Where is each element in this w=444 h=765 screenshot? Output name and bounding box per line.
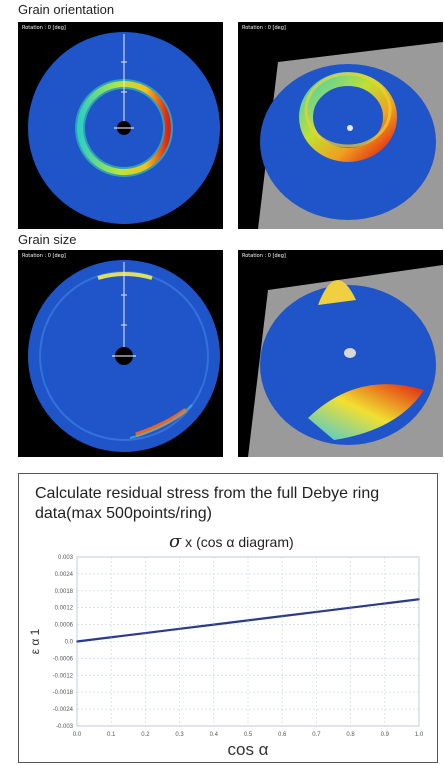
data-point: [76, 640, 78, 643]
chart-title-text: x (cos α diagram): [181, 534, 294, 550]
y-axis-label: ε α 1: [28, 628, 42, 654]
y-tick-label: 0.003: [58, 555, 74, 561]
grain-size-3d-panel: Rotation : 0 [deg]: [238, 250, 443, 457]
x-tick-label: 0.2: [141, 732, 150, 738]
x-tick-label: 1.0: [415, 732, 424, 738]
data-point: [418, 598, 420, 601]
y-tick-label: 0.0: [65, 640, 74, 646]
data-point: [247, 619, 249, 622]
rotation-label: Rotation : 0 [deg]: [242, 253, 286, 259]
data-point: [178, 627, 181, 630]
y-tick-label: 0.0024: [55, 572, 74, 578]
orientation-3d-plot: [258, 42, 443, 229]
grain-size-2d-panel: Rotation : 0 [deg]: [18, 250, 223, 457]
grain-orientation-2d-panel: Rotation : 0 [deg]: [18, 22, 223, 229]
y-tick-label: 0.0012: [55, 606, 74, 612]
y-tick-label: 0.0018: [55, 589, 74, 595]
x-tick-label: 0.4: [210, 732, 219, 738]
stress-chart: 0.0 0.1 0.2 0.3 0.4 0.5 0.6 0.7 0.8 0.9 1.0 0.003 0.…: [28, 555, 424, 759]
x-tick-label: 0.1: [107, 732, 116, 738]
detector-plate: [260, 64, 436, 220]
grain-orientation-3d-panel: Rotation : 0 [deg]: [238, 22, 443, 229]
data-point: [110, 636, 113, 639]
rotation-label: Rotation : 0 [deg]: [242, 25, 286, 31]
x-tick-label: 0.7: [312, 732, 321, 738]
data-point: [349, 606, 352, 609]
size-2d-plot: [28, 260, 220, 452]
x-tick-label: 0.3: [175, 732, 184, 738]
y-tick-label: -0.0024: [53, 707, 74, 713]
x-axis-label: cos α: [227, 740, 268, 759]
grain-peak-top: [318, 280, 356, 305]
section-title-grain-size: Grain size: [18, 232, 77, 247]
y-tick-label: -0.0018: [53, 690, 74, 696]
y-tick-label: -0.0012: [53, 673, 74, 679]
y-tick-label: -0.0006: [53, 656, 74, 662]
size-3d-plot: [248, 265, 443, 457]
x-tick-label: 0.6: [278, 732, 287, 738]
chart-title: σ x (cos α diagram): [169, 531, 294, 552]
grain-peak-bottom: [308, 384, 424, 440]
x-tick-label: 0.5: [244, 732, 253, 738]
x-tick-label: 0.8: [346, 732, 355, 738]
y-tick-label: -0.003: [56, 724, 74, 730]
orientation-2d-plot: [28, 32, 220, 224]
rotation-label: Rotation : 0 [deg]: [22, 25, 66, 31]
data-point: [315, 611, 318, 613]
x-tick-label: 0.9: [381, 732, 390, 738]
section-title-grain-orientation: Grain orientation: [18, 2, 115, 17]
residual-stress-box: Calculate residual stress from the full …: [18, 473, 438, 763]
data-point: [281, 615, 284, 618]
y-tick-label: 0.0006: [55, 623, 74, 629]
data-point: [383, 602, 386, 605]
data-point: [144, 632, 147, 634]
data-point: [212, 623, 215, 626]
x-tick-label: 0.0: [73, 732, 82, 738]
chart-title-symbol: σ: [169, 531, 182, 552]
residual-stress-description: Calculate residual stress from the full …: [35, 485, 380, 522]
rotation-label: Rotation : 0 [deg]: [22, 253, 66, 259]
